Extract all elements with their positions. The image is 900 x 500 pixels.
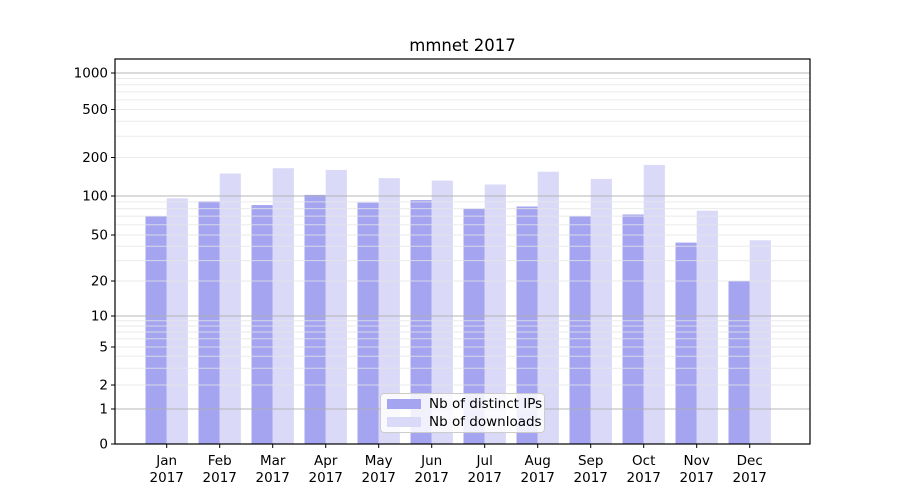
x-tick-label-month: Feb <box>208 453 232 469</box>
plot-border <box>114 58 811 445</box>
y-tick-label: 1 <box>99 402 108 418</box>
x-tick-label-year: 2017 <box>468 470 502 486</box>
y-tick-label: 20 <box>91 274 108 290</box>
x-tick-label-year: 2017 <box>733 470 767 486</box>
x-tick-label-month: Sep <box>578 453 603 469</box>
bar-feb-s0 <box>198 201 220 444</box>
y-tick-label: 500 <box>82 102 108 118</box>
bar-sep-s1 <box>590 178 612 444</box>
legend-label-distinct-ips: Nb of distinct IPs <box>429 396 543 412</box>
x-tick-label-year: 2017 <box>309 470 343 486</box>
bar-oct-s1 <box>643 164 665 444</box>
legend-swatch-downloads <box>387 417 421 427</box>
bar-may-s0 <box>357 202 379 444</box>
bar-nov-s0 <box>675 242 697 444</box>
y-tick-label: 0 <box>99 437 108 453</box>
x-tick-label-month: Oct <box>632 453 655 469</box>
y-tick-label: 100 <box>82 189 108 205</box>
x-tick-label-month: Mar <box>260 453 286 469</box>
y-tick-label: 1000 <box>74 66 108 82</box>
x-tick-label-year: 2017 <box>150 470 184 486</box>
x-tick-label-year: 2017 <box>680 470 714 486</box>
bar-feb-s1 <box>219 173 241 444</box>
y-tick-label: 50 <box>91 228 108 244</box>
y-tick-label: 10 <box>91 309 108 325</box>
bar-dec-s1 <box>749 240 771 444</box>
bar-mar-s1 <box>272 168 294 444</box>
x-tick-label-month: Jun <box>420 453 442 469</box>
y-tick-label: 2 <box>99 378 108 394</box>
bar-jan-s0 <box>145 216 167 444</box>
x-tick-label-month: Apr <box>314 453 338 469</box>
x-tick-label-year: 2017 <box>574 470 608 486</box>
bar-sep-s0 <box>569 216 591 444</box>
bar-oct-s0 <box>622 214 644 444</box>
x-tick-label-month: Jul <box>476 453 493 469</box>
x-tick-label-year: 2017 <box>521 470 555 486</box>
x-tick-label-year: 2017 <box>362 470 396 486</box>
legend-item-downloads: Nb of downloads <box>387 414 544 430</box>
bar-apr-s1 <box>325 169 347 444</box>
bar-may-s1 <box>378 178 400 444</box>
legend-label-downloads: Nb of downloads <box>429 414 542 430</box>
legend-swatch-distinct-ips <box>387 399 421 409</box>
x-tick-label-year: 2017 <box>203 470 237 486</box>
bar-nov-s1 <box>696 210 718 444</box>
y-tick-label: 5 <box>99 340 108 356</box>
bar-jul-s1 <box>484 184 506 444</box>
bar-dec-s0 <box>728 281 750 444</box>
x-tick-label-month: Nov <box>684 453 710 469</box>
x-tick-label-month: May <box>365 453 393 469</box>
bar-aug-s1 <box>537 171 559 444</box>
x-tick-label-year: 2017 <box>627 470 661 486</box>
x-tick-label-month: Jan <box>155 453 177 469</box>
bar-mar-s0 <box>251 205 273 444</box>
y-tick-label: 200 <box>82 150 108 166</box>
bar-apr-s0 <box>304 194 326 444</box>
x-tick-label-year: 2017 <box>256 470 290 486</box>
legend-item-distinct-ips: Nb of distinct IPs <box>387 396 544 412</box>
legend: Nb of distinct IPs Nb of downloads <box>380 393 545 433</box>
x-tick-label-year: 2017 <box>415 470 449 486</box>
x-tick-label-month: Dec <box>737 453 763 469</box>
x-tick-label-month: Aug <box>525 453 551 469</box>
chart-title: mmnet 2017 <box>409 36 516 55</box>
